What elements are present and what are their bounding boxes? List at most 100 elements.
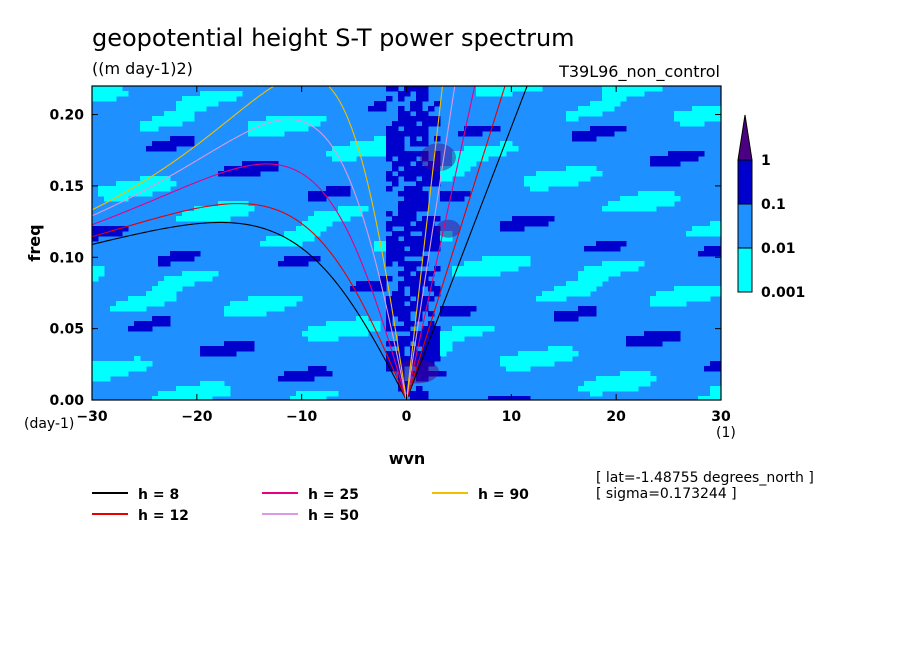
heatmap-cell [638, 191, 645, 197]
heatmap-cell [554, 171, 561, 177]
heatmap-cell [332, 216, 339, 222]
heatmap-cell [554, 311, 561, 317]
heatmap-cell [260, 166, 267, 172]
heatmap-cell [674, 116, 681, 122]
heatmap-cell [314, 211, 321, 217]
heatmap-cell [302, 371, 309, 377]
heatmap-cell [446, 231, 453, 237]
heatmap-cell [200, 271, 207, 277]
heatmap-cell [338, 206, 345, 212]
heatmap-cell [146, 291, 153, 297]
heatmap-cell [422, 136, 429, 142]
heatmap-cell [506, 266, 513, 272]
heatmap-cell [644, 341, 651, 347]
heatmap-cell [134, 356, 141, 362]
kelvin-curve [405, 86, 528, 400]
heatmap-cell [500, 356, 507, 362]
heatmap-cell [92, 231, 99, 237]
heatmap-cell [242, 301, 249, 307]
heatmap-cell [590, 136, 597, 142]
heatmap-cell [128, 181, 135, 187]
heatmap-cell [386, 211, 393, 217]
heatmap-cell [344, 321, 351, 327]
heatmap-cell [290, 121, 297, 127]
heatmap-cell [224, 346, 231, 352]
heatmap-cell [554, 176, 561, 182]
heatmap-cell [674, 336, 681, 342]
heatmap-cell [656, 191, 663, 197]
heatmap-cell [116, 181, 123, 187]
heatmap-cell [536, 361, 543, 367]
heatmap-cell [206, 391, 213, 397]
heatmap-cell [338, 321, 345, 327]
heatmap-cell [134, 301, 141, 307]
heatmap-cell [548, 346, 555, 352]
heatmap-cell [332, 156, 339, 162]
heatmap-cell [614, 386, 621, 392]
heatmap-cell [386, 326, 393, 332]
heatmap-cell [446, 311, 453, 317]
x-tick-label: 20 [606, 409, 626, 425]
heatmap-cell [476, 261, 483, 267]
heatmap-cell [464, 126, 471, 132]
heatmap-cell [398, 121, 405, 127]
heatmap-cell [182, 211, 189, 217]
heatmap-cell [404, 171, 411, 177]
heatmap-cell [650, 191, 657, 197]
heatmap-cell [524, 176, 531, 182]
heatmap-cell [92, 366, 99, 372]
heatmap-cell [488, 266, 495, 272]
heatmap-cell [416, 201, 423, 207]
heatmap-cell [650, 156, 657, 162]
heatmap-cell [356, 146, 363, 152]
heatmap-cell [470, 156, 477, 162]
heatmap-cell [230, 351, 237, 357]
heatmap-cell [452, 161, 459, 167]
heatmap-cell [476, 131, 483, 137]
heatmap-cell [176, 396, 183, 400]
heatmap-cell [362, 321, 369, 327]
heatmap-cell [668, 151, 675, 157]
heatmap-cell [284, 126, 291, 132]
heatmap-cell [200, 396, 207, 400]
heatmap-cell [710, 251, 717, 257]
heatmap-cell [464, 266, 471, 272]
heatmap-cell [122, 91, 129, 97]
heatmap-cell [164, 111, 171, 117]
heatmap-cell [638, 86, 645, 92]
heatmap-cell [686, 116, 693, 122]
heatmap-cell [182, 106, 189, 112]
heatmap-cell [320, 336, 327, 342]
heatmap-cell [260, 126, 267, 132]
heatmap-cell [164, 256, 171, 262]
heatmap-cell [518, 361, 525, 367]
heatmap-cell [374, 106, 381, 112]
heatmap-cell [380, 241, 387, 247]
heatmap-cell [176, 281, 183, 287]
heatmap-cell [338, 331, 345, 337]
heatmap-cell [110, 361, 117, 367]
heatmap-cell [452, 166, 459, 172]
heatmap-cell [512, 86, 519, 92]
heatmap-cell [494, 86, 501, 92]
heatmap-cell [470, 126, 477, 132]
heatmap-cell [242, 341, 249, 347]
heatmap-cell [422, 156, 429, 162]
heatmap-cell [404, 336, 411, 342]
heatmap-cell [392, 121, 399, 127]
heatmap-cell [194, 101, 201, 107]
heatmap-cell [446, 176, 453, 182]
heatmap-cell [248, 161, 255, 167]
heatmap-cell [152, 116, 159, 122]
colorbar-segment [737, 203, 753, 249]
heatmap-cell [572, 166, 579, 172]
heatmap-cell [188, 216, 195, 222]
heatmap-cell [590, 306, 597, 312]
heatmap-cell [614, 126, 621, 132]
heatmap-cell [488, 396, 495, 400]
heatmap-cell [98, 96, 105, 102]
heatmap-cell [206, 381, 213, 387]
heatmap-cell [578, 136, 585, 142]
heatmap-cell [170, 121, 177, 127]
heatmap-field [92, 86, 721, 400]
